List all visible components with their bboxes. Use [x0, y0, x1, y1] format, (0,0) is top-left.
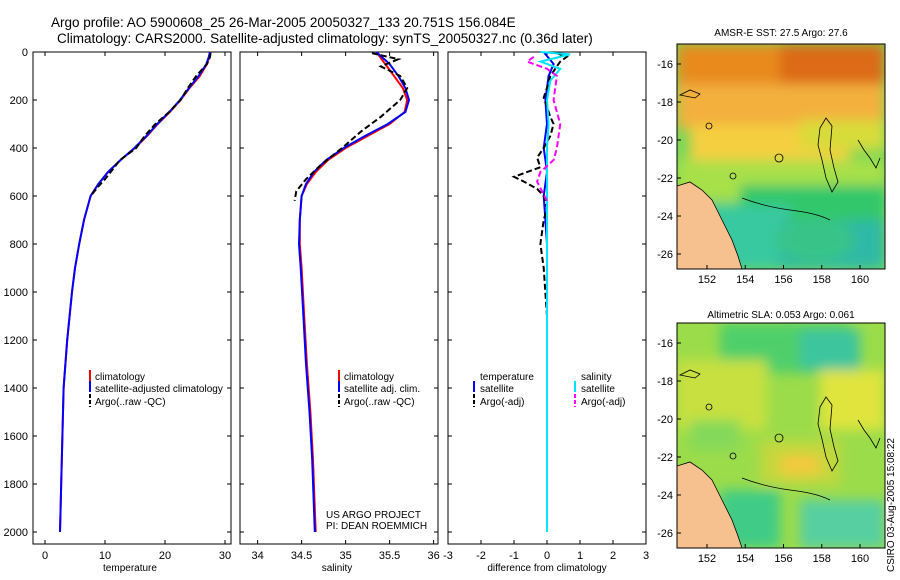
map-y-tick-label: -26 — [657, 249, 673, 261]
sla-map: Altimetric SLA: 0.053 Argo: 0.061 — [657, 310, 886, 565]
salinity-panel: 34 34.5 35 35.5 36 climatology satellite adj… — [239, 51, 440, 574]
map-x-tick-label: 152 — [698, 553, 716, 565]
x-tick-label: 20 — [159, 550, 171, 562]
legend-entry: climatology — [95, 372, 145, 383]
x-tick-label: 35.5 — [379, 550, 400, 562]
series-line-temperature-argo — [511, 52, 569, 317]
map-y-tick-label: -16 — [657, 59, 673, 71]
map-x-tick-label: 156 — [774, 553, 792, 565]
x-tick-label: 0 — [544, 550, 550, 562]
credits-line1: US ARGO PROJECT — [326, 510, 421, 521]
legend-entry: temperature — [480, 372, 534, 383]
y-tick-label: 800 — [10, 239, 28, 251]
x-tick-label: 10 — [99, 550, 111, 562]
x-tick-label: 35 — [339, 550, 351, 562]
map-y-tick-label: -18 — [657, 376, 673, 388]
map-y-tick-label: -16 — [657, 338, 673, 350]
legend-entry: satellite adj. clim. — [344, 384, 420, 395]
legend-entry: Argo(..raw -QC) — [344, 397, 415, 408]
x-tick-label: 30 — [219, 550, 231, 562]
map-x-tick-label: 160 — [851, 553, 869, 565]
x-tick-label: 34.5 — [291, 550, 312, 562]
temperature-panel: 0 10 20 30 0 200 400 600 800 1000 1200 1400 1600 1800… — [4, 47, 232, 574]
y-tick-label: 600 — [10, 191, 28, 203]
y-tick-label: 400 — [10, 143, 28, 155]
legend-entry: Argo(..raw -QC) — [95, 397, 166, 408]
legend-entry: climatology — [344, 372, 394, 383]
y-tick-label: 1600 — [4, 431, 28, 443]
y-tick-label: 1800 — [4, 479, 28, 491]
x-tick-label: -1 — [509, 550, 519, 562]
y-tick-label: 1200 — [4, 335, 28, 347]
map-x-tick-label: 158 — [813, 553, 831, 565]
salinity-legend: climatology satellite adj. clim. Argo(..… — [338, 370, 420, 408]
map-x-tick-label: 156 — [774, 274, 792, 286]
sla-map-title: Altimetric SLA: 0.053 Argo: 0.061 — [707, 310, 855, 321]
legend-entry: satellite — [480, 384, 514, 395]
y-tick-label: 0 — [22, 47, 28, 59]
sst-map: AMSR-E SST: 27.5 Argo: 27.6 — [657, 28, 886, 286]
salinity-xlabel: salinity — [322, 563, 353, 574]
legend-entry: satellite-adjusted climatology — [95, 384, 223, 395]
difference-legend: temperature satellite Argo(-adj) salinit… — [473, 372, 625, 408]
x-tick-label: 3 — [643, 550, 649, 562]
figure-title-line1: Argo profile: AO 5900608_25 26-Mar-2005 … — [51, 15, 516, 30]
timestamp: CSIRO 03-Aug-2005 15:08:22 — [886, 438, 897, 572]
difference-xlabel: difference from climatology — [487, 563, 606, 574]
map-y-tick-label: -22 — [657, 173, 673, 185]
legend-entry: Argo(-adj) — [581, 397, 625, 408]
series-line-salinity-satellite — [536, 51, 571, 532]
map-y-tick-label: -24 — [657, 211, 673, 223]
series-line-climatology — [59, 51, 212, 533]
x-tick-label: -3 — [443, 550, 453, 562]
credits-line2: PI: DEAN ROEMMICH — [326, 521, 427, 532]
map-x-tick-label: 154 — [736, 274, 754, 286]
series-line-climatology — [298, 51, 409, 533]
temperature-legend: climatology satellite-adjusted climatolo… — [89, 370, 223, 408]
x-tick-label: 2 — [610, 550, 616, 562]
legend-entry: Argo(-adj) — [480, 397, 524, 408]
map-y-tick-label: -24 — [657, 490, 673, 502]
series-line-argo — [293, 52, 409, 201]
map-y-tick-label: -26 — [657, 528, 673, 540]
y-tick-label: 1000 — [4, 287, 28, 299]
difference-panel: -3 -2 -1 0 1 2 3 temperature satellite Argo(-a… — [443, 51, 649, 574]
map-y-tick-label: -20 — [657, 414, 673, 426]
sst-map-title: AMSR-E SST: 27.5 Argo: 27.6 — [714, 28, 848, 39]
x-tick-label: 36 — [427, 550, 439, 562]
map-x-tick-label: 158 — [813, 274, 831, 286]
figure-title-line2: Climatology: CARS2000. Satellite-adjuste… — [57, 31, 593, 46]
x-tick-label: 34 — [251, 550, 263, 562]
y-tick-label: 200 — [10, 95, 28, 107]
x-tick-label: -2 — [476, 550, 486, 562]
y-tick-label: 1400 — [4, 383, 28, 395]
legend-entry: salinity — [581, 372, 612, 383]
map-x-tick-label: 152 — [698, 274, 716, 286]
x-tick-label: 1 — [577, 550, 583, 562]
y-tick-label: 2000 — [4, 527, 28, 539]
temperature-xlabel: temperature — [103, 563, 157, 574]
legend-entry: satellite — [581, 384, 615, 395]
map-x-tick-label: 154 — [736, 553, 754, 565]
map-y-tick-label: -18 — [657, 97, 673, 109]
map-y-tick-label: -20 — [657, 135, 673, 147]
x-tick-label: 0 — [42, 550, 48, 562]
series-line-satellite — [297, 51, 411, 533]
map-y-tick-label: -22 — [657, 452, 673, 464]
series-line-argo — [89, 53, 212, 197]
map-x-tick-label: 160 — [851, 274, 869, 286]
series-line-salinity-argo — [525, 55, 562, 202]
series-line-satellite — [59, 51, 211, 533]
